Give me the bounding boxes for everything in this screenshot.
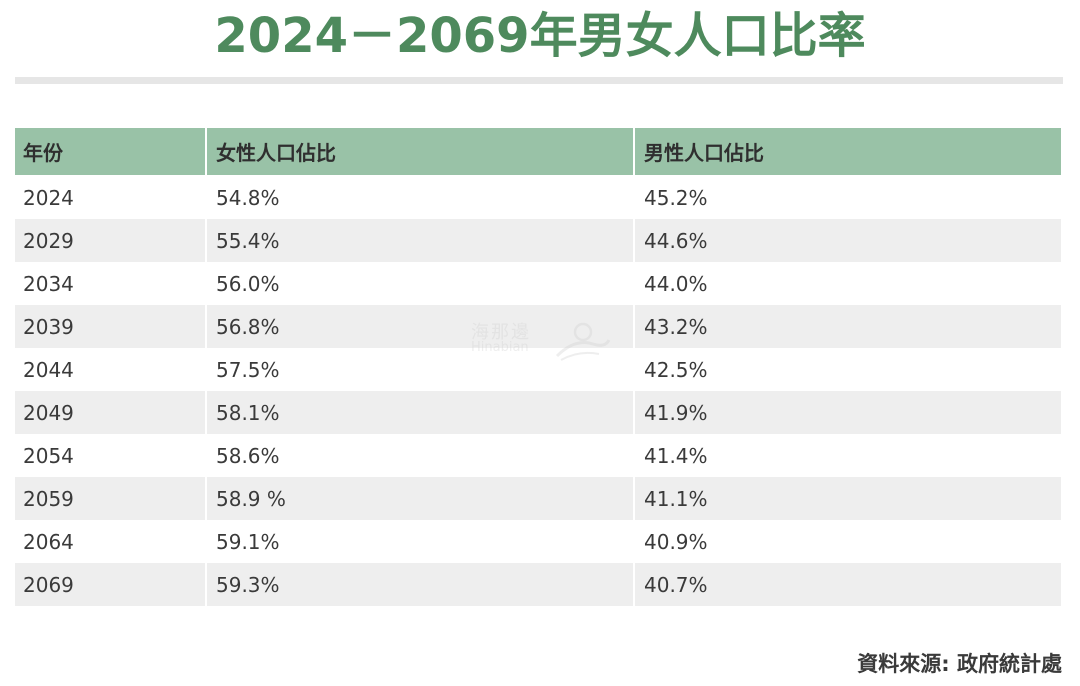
title-divider [15,77,1063,84]
cell-year: 2059 [15,477,205,520]
cell-year: 2054 [15,434,205,477]
cell-male-share: 43.2% [633,305,1061,348]
data-table: 年份 女性人口佔比 男性人口佔比 2024 54.8% 45.2% 2029 55.4%… [15,128,1061,606]
cell-male-share: 40.7% [633,563,1061,606]
table-row: 2044 57.5% 42.5% [15,348,1061,391]
cell-female-share: 58.9 % [205,477,633,520]
table-row: 2069 59.3% 40.7% [15,563,1061,606]
source-note: 資料來源: 政府統計處 [857,652,1062,676]
cell-year: 2039 [15,305,205,348]
cell-year: 2049 [15,391,205,434]
cell-year: 2024 [15,176,205,219]
cell-male-share: 40.9% [633,520,1061,563]
cell-female-share: 56.8% [205,305,633,348]
cell-year: 2034 [15,262,205,305]
table-header-row: 年份 女性人口佔比 男性人口佔比 [15,128,1061,176]
page-title: 2024－2069年男女人口比率 [214,8,866,64]
table-row: 2029 55.4% 44.6% [15,219,1061,262]
cell-female-share: 58.6% [205,434,633,477]
cell-female-share: 59.3% [205,563,633,606]
cell-male-share: 41.4% [633,434,1061,477]
cell-female-share: 57.5% [205,348,633,391]
header-female-share: 女性人口佔比 [205,128,633,175]
table-body: 2024 54.8% 45.2% 2029 55.4% 44.6% 2034 56.0% 44.… [15,176,1061,606]
cell-male-share: 42.5% [633,348,1061,391]
table-row: 2059 58.9 % 41.1% [15,477,1061,520]
header-male-share: 男性人口佔比 [633,128,1061,175]
table-row: 2039 56.8% 43.2% [15,305,1061,348]
table-row: 2049 58.1% 41.9% [15,391,1061,434]
cell-year: 2044 [15,348,205,391]
cell-year: 2069 [15,563,205,606]
table-row: 2034 56.0% 44.0% [15,262,1061,305]
cell-female-share: 55.4% [205,219,633,262]
table-row: 2054 58.6% 41.4% [15,434,1061,477]
cell-female-share: 58.1% [205,391,633,434]
header-year: 年份 [15,128,205,175]
cell-female-share: 54.8% [205,176,633,219]
cell-year: 2064 [15,520,205,563]
cell-male-share: 44.6% [633,219,1061,262]
cell-male-share: 41.9% [633,391,1061,434]
table-row: 2024 54.8% 45.2% [15,176,1061,219]
cell-male-share: 45.2% [633,176,1061,219]
cell-female-share: 59.1% [205,520,633,563]
cell-year: 2029 [15,219,205,262]
table-row: 2064 59.1% 40.9% [15,520,1061,563]
cell-male-share: 44.0% [633,262,1061,305]
cell-female-share: 56.0% [205,262,633,305]
cell-male-share: 41.1% [633,477,1061,520]
